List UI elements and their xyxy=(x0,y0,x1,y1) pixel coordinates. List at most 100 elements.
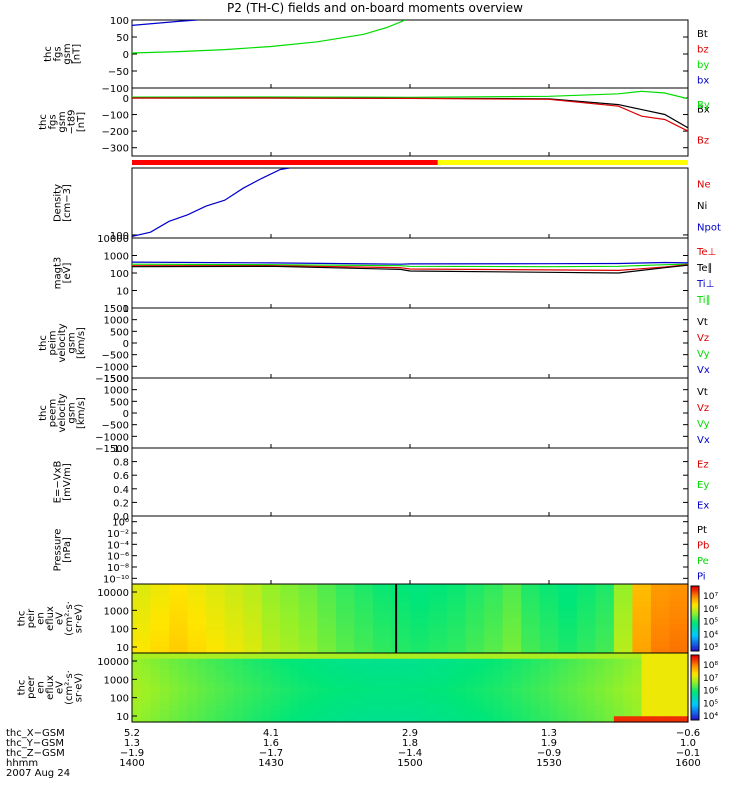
spec-cell xyxy=(280,716,291,723)
spec-cell xyxy=(465,618,476,625)
spec-cell xyxy=(456,635,467,643)
spec-cell xyxy=(456,693,467,700)
spec-cell xyxy=(372,676,383,683)
spec-cell xyxy=(252,670,263,677)
spec-cell xyxy=(280,630,291,637)
spec-cell xyxy=(521,664,532,671)
spec-cell xyxy=(289,647,300,654)
spec-cell xyxy=(206,612,216,620)
spec-cell xyxy=(650,612,661,620)
spec-cell xyxy=(419,584,430,591)
colorbar-cell xyxy=(691,607,699,611)
spec-cell xyxy=(372,687,383,694)
spec-cell xyxy=(437,693,448,700)
spec-cell xyxy=(335,681,346,689)
spec-cell xyxy=(196,647,207,654)
spec-cell xyxy=(271,687,281,694)
colorbar-cell xyxy=(691,704,699,708)
spec-cell xyxy=(169,653,179,660)
ylabel-line: thc xyxy=(17,680,28,696)
spec-cell xyxy=(623,589,633,597)
spec-cell xyxy=(539,653,550,660)
colorbar-cell xyxy=(691,625,699,628)
spec-cell xyxy=(326,635,337,643)
spec-cell xyxy=(521,704,532,712)
spec-cell xyxy=(410,653,420,660)
spec-cell xyxy=(465,624,476,631)
y-tick-label: −100 xyxy=(102,84,129,95)
spec-cell xyxy=(187,658,198,666)
spec-cell xyxy=(196,641,207,648)
spec-cell xyxy=(298,589,309,597)
spec-cell xyxy=(567,584,578,591)
spec-cell xyxy=(271,647,281,654)
spec-cell xyxy=(261,618,272,625)
spec-cell xyxy=(345,664,355,671)
spec-cell xyxy=(233,647,244,654)
spec-cell xyxy=(169,630,179,637)
spec-cell xyxy=(280,601,291,608)
spec-cell xyxy=(215,601,226,608)
spec-cell xyxy=(511,635,522,643)
spec-cell xyxy=(410,716,420,723)
ylabel-line: gsm xyxy=(62,43,73,64)
spec-cell xyxy=(447,584,457,591)
spec-cell xyxy=(233,681,244,689)
spec-cell xyxy=(410,681,420,689)
spec-cell xyxy=(586,595,596,602)
spec-cell xyxy=(595,589,606,597)
colorbar-cell xyxy=(691,694,699,697)
legend-Ex: Ex xyxy=(697,501,709,512)
spec-cell xyxy=(428,670,439,677)
spec-cell xyxy=(558,716,569,723)
spec-cell xyxy=(419,624,430,631)
spec-cell xyxy=(558,630,569,637)
spec-cell xyxy=(308,635,318,643)
spec-cell xyxy=(298,618,309,625)
spec-cell xyxy=(437,653,448,660)
spec-cell xyxy=(178,687,189,694)
spec-cell xyxy=(539,618,550,625)
spec-cell xyxy=(539,647,550,654)
spec-cell xyxy=(669,693,680,700)
spec-cell xyxy=(206,595,216,602)
spec-cell xyxy=(530,612,541,620)
spec-cell xyxy=(243,693,254,700)
axis-date: 2007 Aug 24 xyxy=(6,768,70,779)
spec-cell xyxy=(567,589,578,597)
ylabel-line: velocity xyxy=(57,323,68,362)
spec-cell xyxy=(595,612,606,620)
spec-cell xyxy=(150,664,161,671)
spec-cell xyxy=(410,664,420,671)
spec-cell xyxy=(493,681,504,689)
spec-cell xyxy=(623,630,633,637)
spec-cell xyxy=(252,641,263,648)
spec-cell xyxy=(308,658,318,666)
spec-cell xyxy=(382,664,393,671)
spec-cell xyxy=(326,630,337,637)
spec-cell xyxy=(215,664,226,671)
spec-cell xyxy=(502,710,513,717)
spec-cell xyxy=(502,699,513,706)
spec-cell xyxy=(400,601,411,608)
spec-cell xyxy=(558,641,569,648)
spec-cell xyxy=(196,664,207,671)
spec-cell xyxy=(169,618,179,625)
spec-cell xyxy=(511,589,522,597)
spec-cell xyxy=(521,710,532,717)
colorbar-cell xyxy=(691,599,699,602)
spec-cell xyxy=(289,641,300,648)
spec-cell xyxy=(363,658,374,666)
spec-cell xyxy=(159,716,170,723)
spec-cell xyxy=(271,635,281,643)
legend-Bt: Bt xyxy=(697,29,708,40)
spec-cell xyxy=(233,624,244,631)
spec-cell xyxy=(169,641,179,648)
colorbar-cell xyxy=(691,707,699,710)
spec-cell xyxy=(317,699,328,706)
spec-cell xyxy=(271,589,281,597)
spec-cell xyxy=(410,641,420,648)
spec-cell xyxy=(382,601,393,608)
spec-cell xyxy=(558,595,569,602)
spec-cell xyxy=(437,658,448,666)
